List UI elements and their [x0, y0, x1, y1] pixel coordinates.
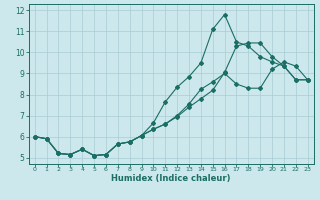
- X-axis label: Humidex (Indice chaleur): Humidex (Indice chaleur): [111, 174, 231, 183]
